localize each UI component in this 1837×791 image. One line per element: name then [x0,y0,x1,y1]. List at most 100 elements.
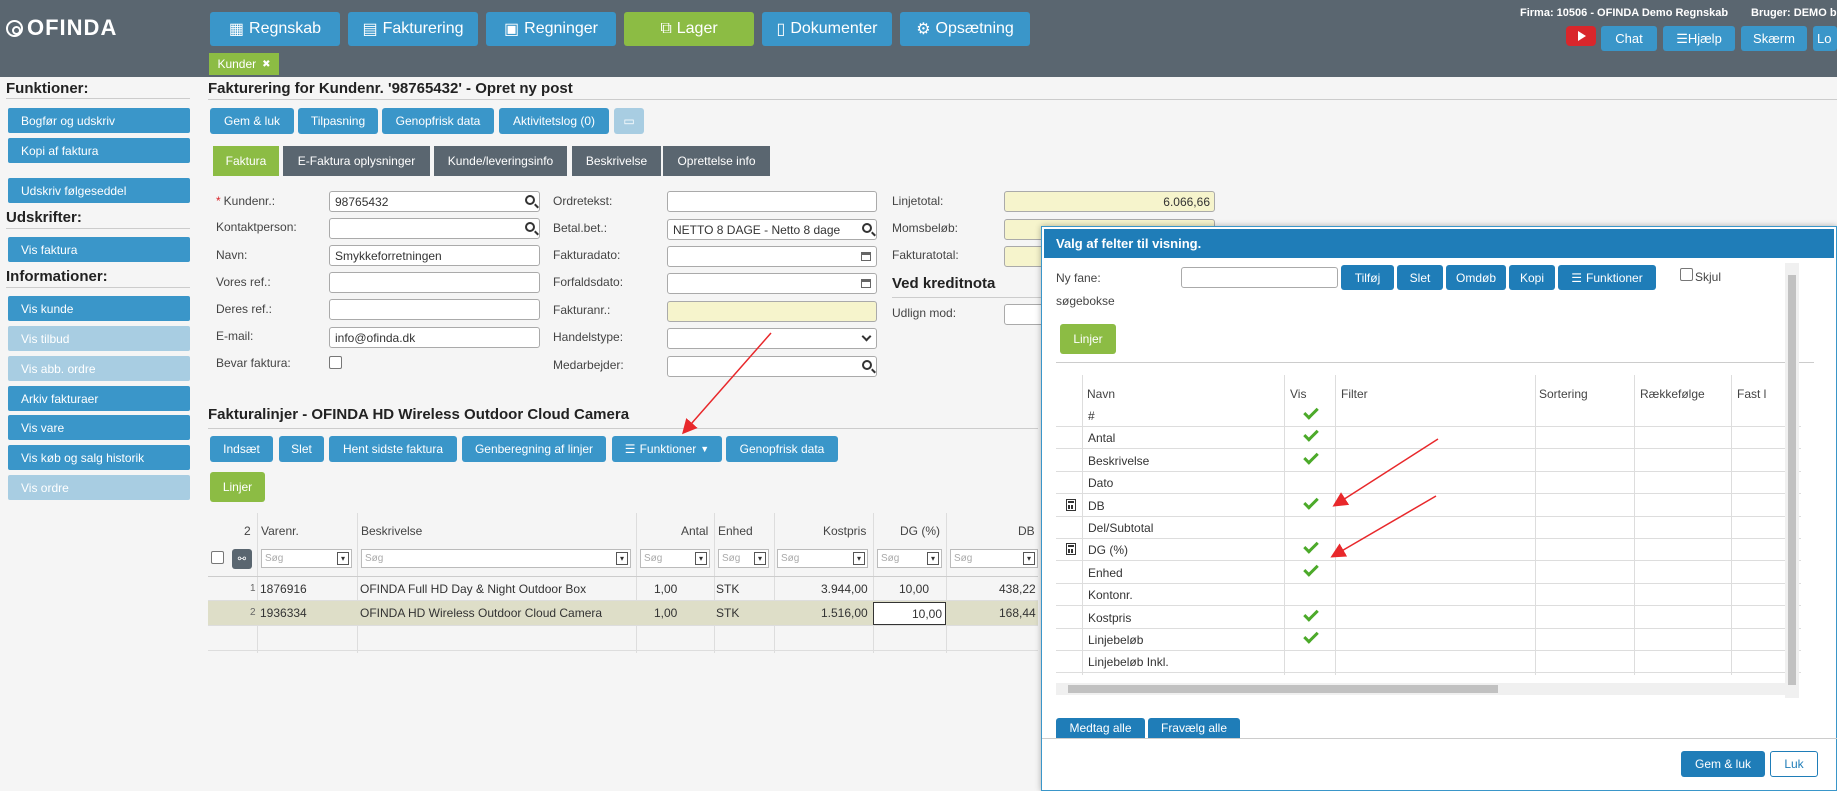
ofinda-logo[interactable]: OFINDA [6,15,117,41]
genberegning-button[interactable]: Genberegning af linjer [462,436,606,462]
search-antal[interactable]: Søg ▾ [640,549,710,568]
forfaldsdato-input[interactable] [667,273,877,294]
tab-kunde-leveringsinfo[interactable]: Kunde/leveringsinfo [434,146,567,176]
help-button[interactable]: ☰ Hjælp [1663,26,1735,51]
sidebar-bogfor-button[interactable]: Bogfør og udskriv [8,108,190,133]
sidebar-arkiv-button[interactable]: Arkiv fakturaer [8,386,190,411]
field-row[interactable]: Linjebeløb Inkl. [1056,651,1801,674]
binoculars-icon[interactable]: ⚯ [232,549,252,569]
funktioner-dropdown-button[interactable]: ☰ Funktioner ▼ [612,436,722,462]
navn-input[interactable]: Smykkeforretningen [329,245,540,266]
nav-lager[interactable]: ⧉ Lager [624,12,754,46]
medtag-alle-button[interactable]: Medtag alle [1056,718,1145,738]
ordretekst-input[interactable] [667,191,877,212]
tab-efaktura[interactable]: E-Faktura oplysninger [283,146,430,176]
skjul-sogebokse-checkbox[interactable] [1680,268,1693,281]
search-icon[interactable] [525,222,535,232]
search-icon[interactable] [862,223,872,233]
col-kostpris[interactable]: Kostpris [823,524,867,538]
hent-sidste-faktura-button[interactable]: Hent sidste faktura [329,436,457,462]
dialog-luk-button[interactable]: Luk [1770,751,1818,777]
col-db[interactable]: DB [1018,524,1035,538]
col-enhed[interactable]: Enhed [718,524,753,538]
col-navn[interactable]: Navn [1087,387,1116,401]
col-fast[interactable]: Fast l [1737,387,1767,401]
email-input[interactable]: info@ofinda.dk [329,327,540,348]
field-row[interactable]: Beskrivelse [1056,449,1801,472]
sidebar-vis-vare-button[interactable]: Vis vare [8,415,190,440]
chat-button[interactable]: Chat [1601,26,1657,51]
tab-kunder[interactable]: Kunder ✖ [209,53,279,75]
aktivitetslog-button[interactable]: Aktivitetslog (0) [499,108,609,134]
search-icon[interactable] [525,195,535,205]
search-db[interactable]: Søg ▾ [950,549,1038,568]
kontaktperson-input[interactable] [329,218,540,239]
col-raekkefolge[interactable]: Rækkefølge [1640,387,1705,401]
sidebar-kopi-button[interactable]: Kopi af faktura [8,138,190,163]
field-row[interactable]: DB [1056,493,1801,517]
gem-luk-button[interactable]: Gem & luk [210,108,294,134]
col-sortering[interactable]: Sortering [1539,387,1588,401]
tab-faktura[interactable]: Faktura [213,146,279,176]
col-filter[interactable]: Filter [1341,387,1368,401]
vores-ref-input[interactable] [329,272,540,293]
close-icon[interactable]: ✖ [262,58,271,70]
checkmark-icon[interactable] [1303,493,1319,510]
search-enhed[interactable]: Søg ▾ [718,549,769,568]
medarbejder-input[interactable] [667,356,877,377]
tab-oprettelse[interactable]: Oprettelse info [663,146,770,176]
table-row[interactable]: 2 1936334 OFINDA HD Wireless Outdoor Clo… [208,601,1038,626]
fakturadato-input[interactable] [667,246,877,267]
nav-fakturering[interactable]: ▤ Fakturering [348,12,478,46]
search-icon[interactable] [862,360,872,370]
field-row[interactable]: DG (%) [1056,538,1801,562]
search-kostpris[interactable]: Søg ▾ [777,549,868,568]
search-dg[interactable]: Søg ▾ [877,549,942,568]
sidebar-vis-faktura-button[interactable]: Vis faktura [8,237,190,262]
sidebar-vis-kob-button[interactable]: Vis køb og salg historik [8,445,190,470]
field-row[interactable]: Antal [1056,426,1801,450]
fields-hscrollbar[interactable] [1056,683,1787,695]
table-row[interactable]: 1 1876916 OFINDA Full HD Day & Night Out… [208,576,1038,601]
col-dg[interactable]: DG (%) [900,524,940,538]
scroll-thumb[interactable] [1788,275,1796,685]
col-beskrivelse[interactable]: Beskrivelse [361,524,423,538]
checkmark-icon[interactable] [1303,628,1319,644]
checkmark-icon[interactable] [1303,561,1319,577]
table-row[interactable] [208,626,1038,651]
field-row[interactable]: Dato [1056,472,1801,495]
screen-button[interactable]: Skærm [1741,26,1807,51]
checkmark-icon[interactable] [1303,404,1319,420]
logout-button[interactable]: Lo [1813,26,1837,51]
deres-ref-input[interactable] [329,299,540,320]
checkmark-icon[interactable] [1303,426,1319,443]
search-varenr[interactable]: Søg ▾ [261,549,352,568]
select-all-checkbox[interactable] [211,551,224,564]
scroll-thumb[interactable] [1068,685,1498,693]
dialog-tab-linjer[interactable]: Linjer [1060,324,1116,354]
field-row[interactable]: # [1056,404,1801,427]
handelstype-select[interactable] [667,328,877,349]
checkmark-icon[interactable] [1303,605,1319,622]
fravaelg-alle-button[interactable]: Fravælg alle [1148,718,1240,738]
omdob-button[interactable]: Omdøb [1446,265,1506,290]
col-vis[interactable]: Vis [1290,387,1307,401]
genopfrisk-button[interactable]: Genopfrisk data [382,108,494,134]
gallery-icon[interactable]: ▭ [614,108,644,134]
calendar-icon[interactable] [861,279,871,288]
field-row[interactable]: Kostpris [1056,605,1801,629]
nav-opsaetning[interactable]: ⚙ Opsætning [900,12,1030,46]
checkmark-icon[interactable] [1303,449,1319,465]
bevar-faktura-checkbox[interactable] [329,356,342,369]
nav-dokumenter[interactable]: ▯ Dokumenter [762,12,892,46]
tilpasning-button[interactable]: Tilpasning [298,108,378,134]
tab-linjer[interactable]: Linjer [210,472,265,502]
indsaet-button[interactable]: Indsæt [210,436,273,462]
col-varenr[interactable]: Varenr. [261,524,299,538]
checkmark-icon[interactable] [1303,538,1319,555]
col-antal[interactable]: Antal [681,524,709,538]
slet-line-button[interactable]: Slet [279,436,324,462]
ny-fane-input[interactable] [1181,267,1338,288]
field-row[interactable]: Kontonr. [1056,584,1801,607]
youtube-icon[interactable] [1566,26,1596,46]
